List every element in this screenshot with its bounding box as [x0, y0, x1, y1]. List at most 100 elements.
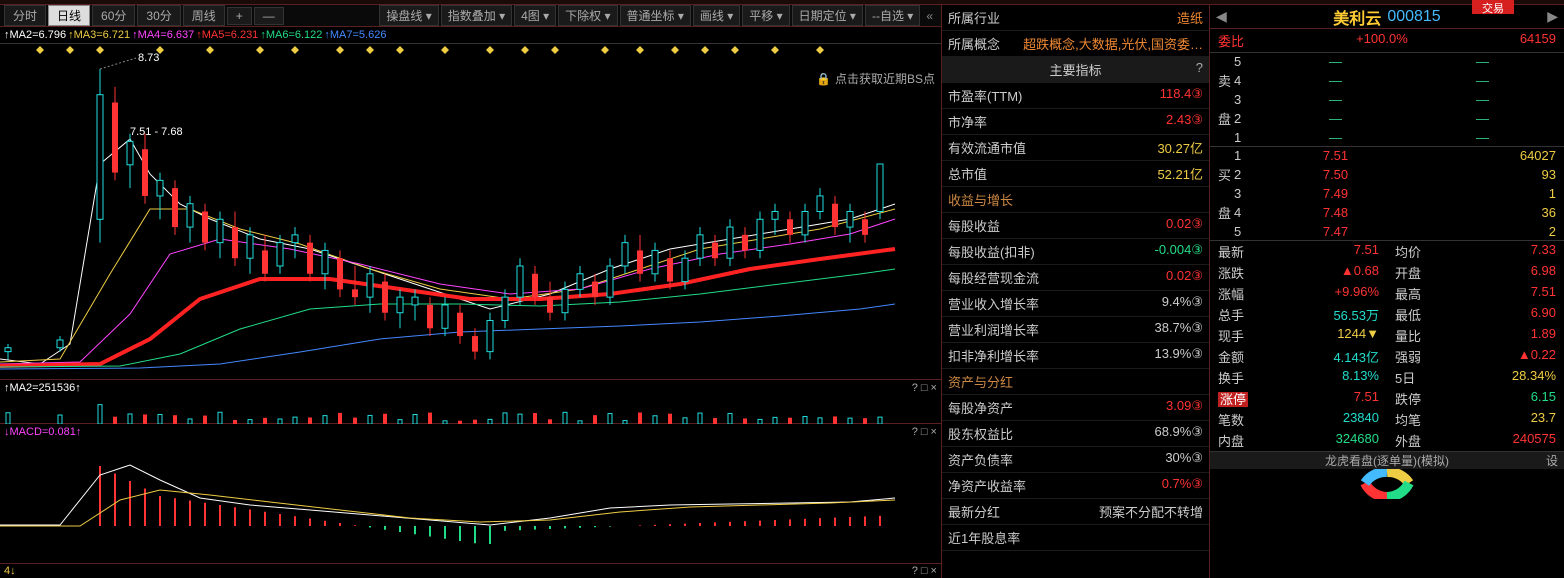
subchart-controls[interactable]: ? □ ×: [912, 382, 937, 394]
toolbar-dropdown[interactable]: 操盘线 ▾: [379, 5, 438, 26]
detail-value: 324680: [1336, 431, 1379, 450]
detail-cell: 内盘 324680: [1210, 430, 1387, 451]
timeframe-60分[interactable]: 60分: [92, 5, 135, 26]
subchart-controls-2[interactable]: ? □ ×: [912, 426, 937, 438]
detail-label: 最低: [1395, 305, 1421, 324]
metric-row: 资产与分红: [942, 369, 1209, 395]
detail-cell: 笔数23840: [1210, 409, 1387, 430]
metrics-header-text: 主要指标: [1049, 60, 1101, 79]
zoom-out-button[interactable]: —: [254, 7, 284, 25]
toolbar-dropdown[interactable]: 日期定位 ▾: [792, 5, 863, 26]
detail-cell: 均笔23.7: [1387, 409, 1564, 430]
industry-row[interactable]: 所属行业 造纸: [942, 5, 1209, 31]
timeframe-分时[interactable]: 分时: [4, 5, 46, 26]
orderbook-row: 1——: [1210, 129, 1564, 146]
metric-label: 近1年股息率: [948, 528, 1020, 547]
metric-row: 市净率2.43③: [942, 109, 1209, 135]
metric-row: 有效流通市值30.27亿: [942, 135, 1209, 161]
bs-hint[interactable]: 🔒 点击获取近期BS点: [816, 70, 935, 87]
concept-row[interactable]: 所属概念 超跌概念,大数据,光伏,国资委…: [942, 31, 1209, 57]
timeframe-日线[interactable]: 日线: [48, 5, 90, 26]
bid-orderbook: 17.5164027买27.509337.491盘47.483657.472: [1210, 147, 1564, 241]
metric-value: 3.09③: [1166, 398, 1203, 417]
ratio-count: 64159: [1520, 31, 1556, 50]
detail-cell: 强弱▲0.22: [1387, 346, 1564, 367]
ob-volume: —: [1409, 111, 1556, 126]
ob-price: —: [1262, 92, 1409, 107]
orderbook-row: 57.472: [1210, 223, 1564, 240]
detail-value: 23840: [1343, 410, 1379, 429]
detail-value: 6.15: [1531, 389, 1556, 408]
help-icon[interactable]: ?: [1196, 60, 1203, 75]
metric-label: 每股经营现金流: [948, 268, 1039, 287]
main-candlestick-chart[interactable]: 🔒 点击获取近期BS点 8.73 7.51 - 7.68: [0, 44, 941, 380]
detail-label: 换手: [1218, 368, 1244, 387]
timeframe-30分[interactable]: 30分: [137, 5, 180, 26]
toolbar-dropdown[interactable]: 平移 ▾: [742, 5, 789, 26]
zoom-in-button[interactable]: +: [227, 7, 252, 25]
detail-cell: 涨停7.51: [1210, 388, 1387, 409]
ob-level: 4: [1234, 73, 1262, 88]
high-price-label: 8.73: [138, 52, 159, 64]
metric-row: 营业收入增长率9.4%③: [942, 291, 1209, 317]
detail-label: 总手: [1218, 305, 1244, 324]
metric-row: 每股收益(扣非)-0.004③: [942, 239, 1209, 265]
metric-row: 资产负债率30%③: [942, 447, 1209, 473]
bs-hint-text: 点击获取近期BS点: [835, 70, 935, 87]
range-price-label: 7.51 - 7.68: [130, 126, 183, 138]
metric-row: 营业利润增长率38.7%③: [942, 317, 1209, 343]
metric-row: 每股净资产3.09③: [942, 395, 1209, 421]
detail-label: 5日: [1395, 368, 1415, 387]
detail-cell: 总手56.53万: [1210, 304, 1387, 325]
detail-label: 开盘: [1395, 263, 1421, 282]
detail-cell: 5日28.34%: [1387, 367, 1564, 388]
ob-level: 4: [1234, 205, 1262, 220]
toolbar-dropdown[interactable]: --自选 ▾: [865, 5, 920, 26]
metric-row: 近1年股息率: [942, 525, 1209, 551]
ob-price: —: [1262, 111, 1409, 126]
metric-label: 资产与分红: [948, 372, 1013, 391]
next-stock-icon[interactable]: ▶: [1547, 8, 1558, 25]
bottom-right-controls[interactable]: ? □ ×: [912, 565, 937, 577]
panel-collapse-icon[interactable]: «: [922, 9, 937, 23]
ratio-value: +100.0%: [1356, 31, 1408, 50]
metric-label: 营业收入增长率: [948, 294, 1039, 313]
ob-level: 1: [1234, 148, 1262, 163]
metric-label: 每股收益(扣非): [948, 242, 1035, 261]
orderbook-row: 17.5164027: [1210, 147, 1564, 164]
quote-panel: ◀ 美利云 000815 ▶ 委比 +100.0% 64159 5——卖4——3…: [1210, 5, 1564, 578]
detail-label: 内盘: [1218, 431, 1244, 450]
panel-footer-settings[interactable]: 设: [1546, 452, 1558, 470]
metric-row: 每股经营现金流0.02③: [942, 265, 1209, 291]
prev-stock-icon[interactable]: ◀: [1216, 8, 1227, 25]
toolbar-dropdown[interactable]: 4图 ▾: [514, 5, 556, 26]
ratio-label: 委比: [1218, 31, 1244, 50]
ob-volume: 36: [1409, 205, 1556, 220]
detail-value: 6.90: [1531, 305, 1556, 324]
detail-value: 7.51: [1354, 389, 1379, 408]
macd-subchart[interactable]: ↓MACD=0.081↑ ? □ ×: [0, 424, 941, 564]
timeframe-周线[interactable]: 周线: [183, 5, 225, 26]
toolbar-dropdown[interactable]: 下除权 ▾: [558, 5, 617, 26]
toolbar-dropdown[interactable]: 指数叠加 ▾: [441, 5, 512, 26]
detail-label: 量比: [1395, 326, 1421, 345]
volume-subchart[interactable]: ↑MA2=251536↑ ? □ ×: [0, 380, 941, 424]
ob-price: 7.50: [1262, 167, 1409, 182]
concept-value: 超跌概念,大数据,光伏,国资委…: [1023, 34, 1203, 53]
ma-value: ↑MA4=6.637: [132, 29, 194, 41]
ob-level: 1: [1234, 130, 1262, 145]
metric-value: 30%③: [1165, 450, 1203, 469]
toolbar-dropdown[interactable]: 画线 ▾: [693, 5, 740, 26]
panel-footer[interactable]: 龙虎看盘(逐单量)(模拟) 设: [1210, 451, 1564, 469]
ob-price: 7.48: [1262, 205, 1409, 220]
metric-row: 收益与增长: [942, 187, 1209, 213]
ma-value: ↑MA5=6.231: [196, 29, 258, 41]
metric-label: 收益与增长: [948, 190, 1013, 209]
ob-side: 盘: [1218, 109, 1234, 128]
ob-price: —: [1262, 130, 1409, 145]
toolbar-dropdown[interactable]: 普通坐标 ▾: [620, 5, 691, 26]
metric-row: 扣非净利增长率13.9%③: [942, 343, 1209, 369]
metric-label: 净资产收益率: [948, 476, 1026, 495]
detail-value: 8.13%: [1342, 368, 1379, 387]
ob-side: 卖: [1218, 71, 1234, 90]
